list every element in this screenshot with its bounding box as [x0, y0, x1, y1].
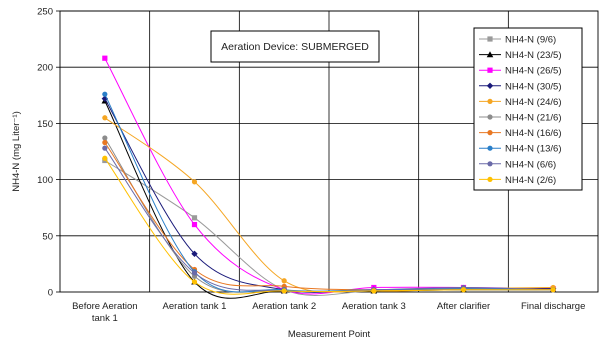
- data-point: [102, 155, 108, 161]
- data-point: [281, 278, 287, 284]
- data-point: [102, 135, 108, 141]
- legend-marker: [487, 145, 493, 151]
- legend-label: NH4-N (9/6): [505, 35, 556, 46]
- legend-marker: [486, 82, 494, 89]
- annotation-box: Aeration Device: SUBMERGED: [210, 30, 380, 63]
- y-axis-title: NH4-N (mg Liter⁻¹): [11, 111, 22, 192]
- data-point: [102, 145, 108, 151]
- data-point: [550, 287, 556, 293]
- y-tick-label: 0: [48, 288, 53, 299]
- legend-marker: [487, 67, 493, 73]
- legend-marker: [487, 114, 493, 120]
- x-tick-label: After clarifier: [437, 301, 490, 312]
- x-tick-label: Final discharge: [521, 301, 585, 312]
- data-point: [102, 115, 108, 121]
- data-point: [191, 270, 198, 276]
- series-line: [104, 157, 554, 295]
- data-point: [102, 139, 108, 146]
- legend-label: NH4-N (2/6): [505, 175, 556, 186]
- data-point: [281, 288, 287, 294]
- legend-marker: [487, 161, 493, 167]
- y-tick-label: 150: [37, 119, 53, 130]
- legend-marker: [487, 36, 493, 42]
- x-tick-label: Aeration tank 3: [342, 301, 406, 312]
- legend-label: NH4-N (30/5): [505, 81, 562, 92]
- x-axis-title: Measurement Point: [288, 329, 371, 340]
- y-tick-label: 200: [37, 63, 53, 74]
- y-tick-label: 50: [42, 231, 53, 242]
- data-point: [191, 250, 198, 257]
- legend-label: NH4-N (24/6): [505, 97, 562, 108]
- legend-label: NH4-N (21/6): [505, 113, 562, 124]
- data-point: [460, 287, 467, 293]
- data-point: [191, 215, 198, 221]
- legend-label: NH4-N (16/6): [505, 128, 562, 139]
- legend: NH4-N (9/6) NH4-N (23/5) NH4-N (26/5) NH4-N…: [473, 27, 583, 191]
- y-tick-label: 250: [37, 7, 53, 18]
- data-point: [191, 279, 198, 285]
- series-lines: [101, 55, 557, 299]
- y-tick-label: 100: [37, 175, 53, 186]
- legend-label: NH4-N (23/5): [505, 50, 562, 61]
- legend-marker: [487, 130, 493, 136]
- x-tick-label: Aeration tank 2: [252, 301, 316, 312]
- series-9: [102, 155, 556, 295]
- legend-marker: [486, 51, 494, 58]
- data-point: [371, 288, 377, 294]
- legend-label: NH4-N (13/6): [505, 144, 562, 155]
- data-point: [191, 221, 198, 228]
- legend-marker: [487, 98, 493, 104]
- data-point: [102, 91, 108, 97]
- legend-label: NH4-N (26/5): [505, 66, 562, 77]
- legend-marker: [487, 176, 493, 182]
- annotation-text: Aeration Device: SUBMERGED: [221, 41, 369, 53]
- data-point: [191, 179, 198, 185]
- data-point: [102, 55, 108, 61]
- tick-labels: 0 50 100 150 200 250 Before Aeration tank 1 Aera…: [37, 7, 585, 325]
- legend-label: NH4-N (6/6): [505, 159, 556, 170]
- x-tick-label: Before Aeration tank 1: [72, 301, 138, 324]
- x-tick-label: Aeration tank 1: [163, 301, 227, 312]
